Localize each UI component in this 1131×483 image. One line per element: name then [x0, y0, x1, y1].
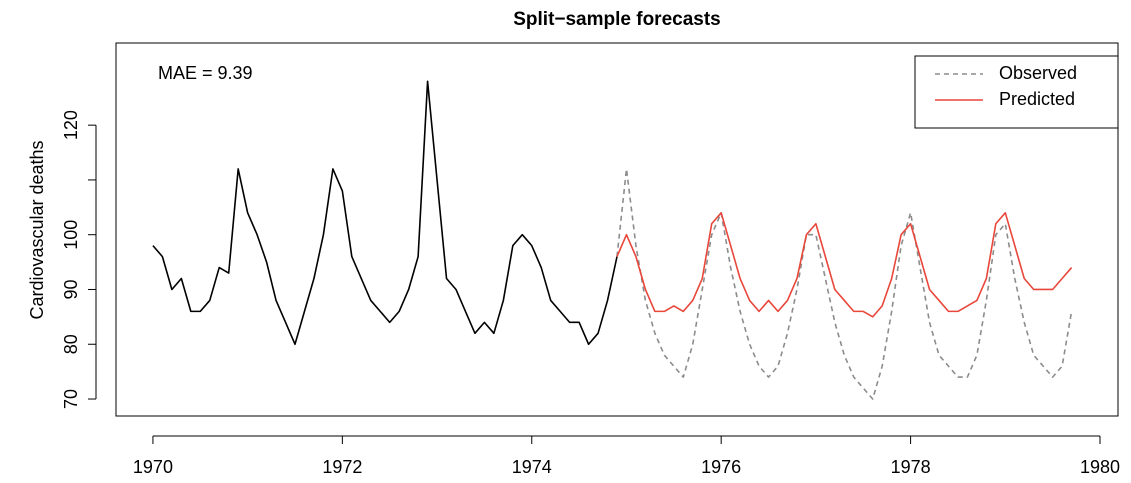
x-tick-label: 1980	[1080, 457, 1120, 477]
annotation: MAE = 9.39	[158, 63, 253, 83]
series-line	[616, 168, 1073, 400]
x-tick-label: 1972	[322, 457, 362, 477]
x-tick-label: 1970	[133, 457, 173, 477]
legend-label: Predicted	[999, 89, 1075, 109]
x-tick-label: 1976	[701, 457, 741, 477]
y-tick-label: 100	[61, 220, 81, 250]
x-tick-label: 1978	[891, 457, 931, 477]
y-axis-label: Cardiovascular deaths	[27, 140, 47, 319]
legend-label: Observed	[999, 63, 1077, 83]
series-line	[616, 211, 1073, 318]
x-tick-label: 1974	[512, 457, 552, 477]
y-tick-label: 70	[61, 389, 81, 409]
legend-box	[914, 55, 1119, 129]
y-tick-label: 120	[61, 110, 81, 140]
series-line	[152, 80, 618, 346]
chart-title: Split−sample forecasts	[513, 9, 721, 30]
y-tick-label: 80	[61, 334, 81, 354]
y-tick-label: 90	[61, 279, 81, 299]
plot-frame	[115, 42, 1119, 417]
